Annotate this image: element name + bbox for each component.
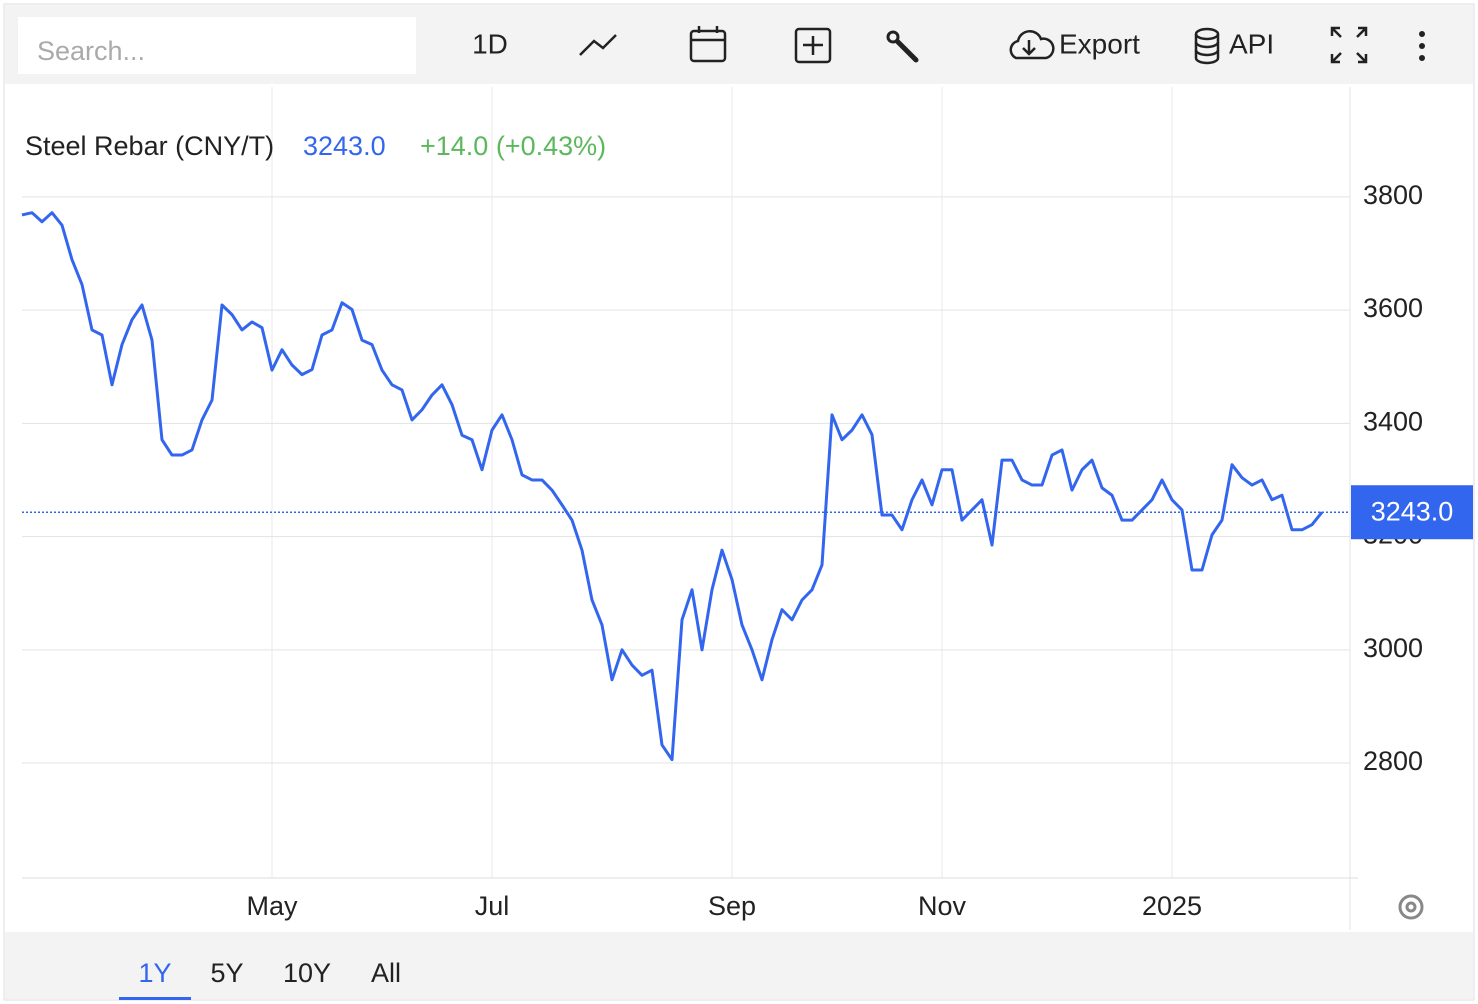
x-tick-label: Sep [708, 891, 756, 921]
search-box[interactable] [18, 17, 416, 74]
last-price-label: 3243.0 [1371, 496, 1454, 526]
plot [21, 87, 1350, 878]
price-change: +14.0 (+0.43%) [420, 131, 606, 161]
y-tick-label: 2800 [1363, 746, 1423, 776]
fullscreen-icon[interactable] [1330, 26, 1368, 64]
x-tick-label: 2025 [1142, 891, 1202, 921]
settings-wrench-icon[interactable] [886, 30, 919, 63]
price-line [21, 211, 1324, 762]
more-menu[interactable] [1419, 31, 1425, 61]
range-button[interactable]: 10Y [283, 958, 331, 988]
settings-gear[interactable] [1398, 894, 1424, 920]
series-name: Steel Rebar (CNY/T) [25, 131, 274, 161]
range-button[interactable]: 1Y [138, 958, 171, 988]
line-type-icon[interactable] [579, 34, 617, 56]
active-range-underline [119, 997, 191, 1000]
api-icon[interactable] [1194, 27, 1220, 65]
calendar-icon[interactable] [689, 26, 727, 63]
y-tick-label: 3000 [1363, 633, 1423, 663]
export-button[interactable]: Export [1059, 28, 1140, 59]
last-price-box [1351, 485, 1473, 540]
x-tick-label: May [246, 891, 298, 921]
last-price: 3243.0 [303, 131, 386, 161]
range-button[interactable]: 5Y [210, 958, 243, 988]
range-buttons: 1Y 5Y 10Y All [119, 958, 401, 1000]
range-button[interactable]: All [371, 958, 401, 988]
search-placeholder[interactable]: Search... [37, 36, 145, 66]
export-icon[interactable] [1009, 30, 1055, 60]
y-tick-label: 3800 [1363, 180, 1423, 210]
interval-button[interactable]: 1D [472, 28, 508, 59]
frame [3, 3, 1475, 1001]
add-icon[interactable] [794, 27, 832, 64]
x-tick-label: Nov [918, 891, 967, 921]
x-tick-label: Jul [475, 891, 510, 921]
y-tick-label: 3400 [1363, 406, 1423, 436]
range-bar [5, 932, 1473, 999]
y-tick-label: 3600 [1363, 293, 1423, 323]
api-button[interactable]: API [1229, 28, 1274, 59]
